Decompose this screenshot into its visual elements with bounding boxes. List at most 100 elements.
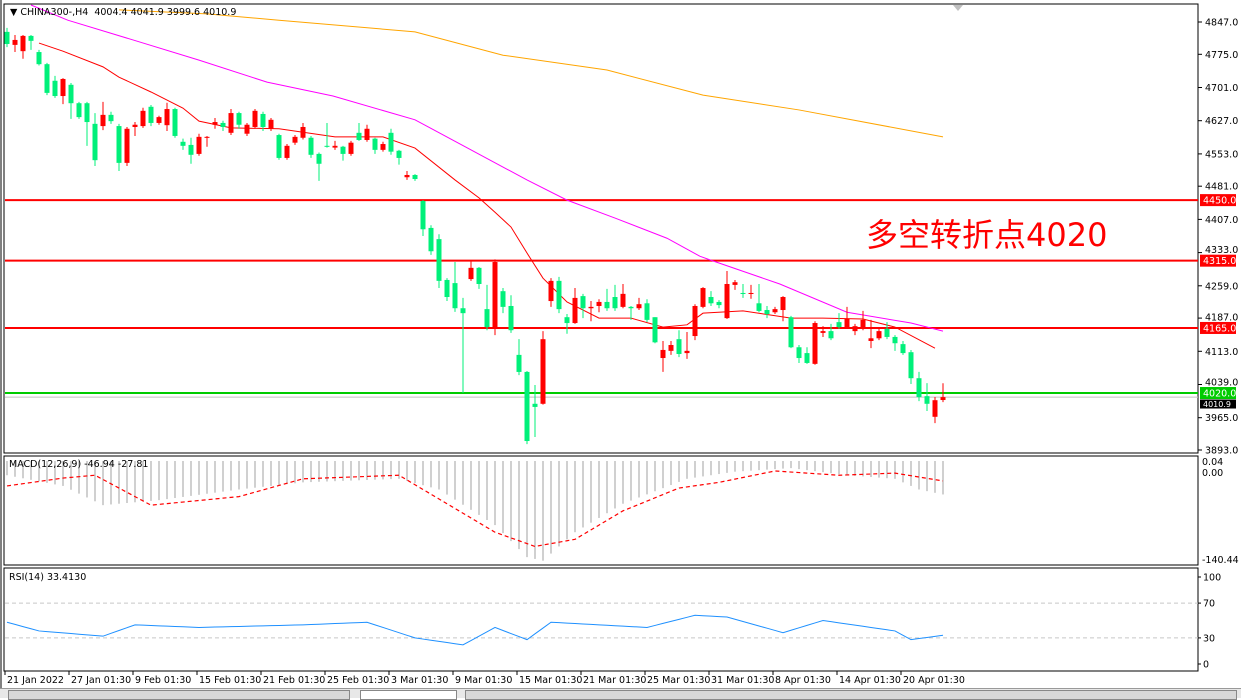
chart-tab-active[interactable] [360, 690, 457, 700]
candle-body [100, 114, 106, 127]
candle [716, 300, 722, 309]
candle-body [220, 122, 226, 127]
rsi-pane[interactable]: 100 70 30 0 [3, 567, 1221, 672]
candle [932, 397, 938, 424]
candle-body [132, 124, 138, 127]
candle-body [644, 303, 650, 320]
candle-body [836, 322, 842, 328]
level-price-label: 4315.0 [1203, 256, 1236, 267]
level-price-label: 4165.0 [1203, 323, 1236, 334]
candle [460, 297, 466, 394]
candle [188, 137, 194, 164]
time-tick-label: 15 Feb 01:30 [199, 675, 261, 686]
macd-tick-label: -140.44 [1202, 555, 1239, 566]
candle-body [540, 339, 546, 404]
candle [156, 115, 162, 125]
candle [444, 278, 450, 302]
candle-body [212, 122, 218, 125]
candle-body [804, 353, 810, 363]
candle-body [380, 144, 386, 150]
ohlc-values: 4004.4 4041.9 3999.6 4010.9 [94, 7, 237, 18]
level-price-tag [1200, 387, 1236, 400]
candle-body [860, 319, 866, 328]
candle-body [492, 262, 498, 328]
candle [524, 371, 530, 445]
price-axis: 4847.0 4775.0 4701.0 4627.0 4553.0 4481.0 4407… [1198, 18, 1238, 456]
moving-averages [30, 4, 944, 349]
candle [668, 340, 674, 355]
candle [636, 297, 642, 311]
candle-body [900, 344, 906, 354]
candle [916, 371, 922, 402]
candle-body [740, 292, 746, 294]
candle [588, 301, 594, 322]
candle [484, 284, 490, 331]
bid-price-tag [1200, 399, 1236, 409]
rsi-tick-label: 70 [1203, 599, 1215, 610]
candle [84, 101, 90, 146]
candle-body [844, 318, 850, 328]
candle-body [284, 145, 290, 158]
candle [348, 140, 354, 156]
macd-tick-label: 0.04 [1202, 457, 1223, 468]
candle [12, 35, 18, 53]
candle [52, 75, 58, 98]
candle-body [276, 135, 282, 158]
chart-tab[interactable] [8, 690, 350, 700]
candle [724, 270, 730, 319]
macd-signal-line [6, 470, 944, 548]
candle [844, 306, 850, 329]
candle [508, 295, 514, 333]
candle-body [84, 103, 90, 123]
candle [628, 305, 634, 320]
time-tick-label: 20 Apr 01:30 [903, 675, 965, 686]
candle-body [548, 280, 554, 302]
time-axis: 21 Jan 2022 27 Jan 01:30 9 Feb 01:30 15 Feb… [4, 671, 965, 686]
candle [900, 340, 906, 355]
candle [788, 315, 794, 349]
candle-body [756, 303, 762, 311]
candle-body [460, 308, 466, 314]
candle [556, 276, 562, 314]
symbol-label: CHINA300-,H4 [20, 7, 89, 18]
price-tick-label: 4259.0 [1205, 281, 1238, 292]
candle [220, 120, 226, 132]
candle [324, 122, 330, 148]
candle [620, 284, 626, 309]
candle [308, 135, 314, 158]
candle [748, 284, 754, 299]
price-tick-label: 4553.0 [1205, 149, 1238, 160]
candle [372, 137, 378, 154]
candle-body [204, 136, 210, 138]
candle [300, 122, 306, 140]
candle [492, 259, 498, 336]
level-price-label: 4450.0 [1203, 196, 1236, 207]
price-tick-label: 4627.0 [1205, 116, 1238, 127]
candle [908, 349, 914, 385]
candle-body [468, 267, 474, 280]
candle [236, 111, 242, 129]
level-price-tag [1200, 321, 1236, 334]
candle [4, 27, 10, 48]
price-chart-pane[interactable]: 4847.0 4775.0 4701.0 4627.0 4553.0 4481.0 4407… [3, 3, 1238, 456]
collapse-triangle-icon[interactable]: ▼ [10, 7, 18, 18]
chart-tab[interactable] [465, 690, 1237, 700]
candle-body [324, 145, 330, 147]
candle [36, 49, 42, 66]
candle-body [780, 297, 786, 311]
candle [708, 291, 714, 306]
candle [380, 141, 386, 152]
candle-body [116, 126, 122, 163]
candle-body [916, 378, 922, 398]
scroll-marker-icon[interactable] [953, 5, 963, 11]
level-price-tag [1200, 194, 1236, 207]
candle [580, 293, 586, 319]
candle [516, 339, 522, 376]
time-tick-label: 3 Mar 01:30 [391, 675, 448, 686]
candle [548, 278, 554, 307]
candle-body [764, 310, 770, 315]
macd-pane[interactable]: 0.040.00 -140.44 [3, 455, 1239, 566]
candle [644, 299, 650, 323]
